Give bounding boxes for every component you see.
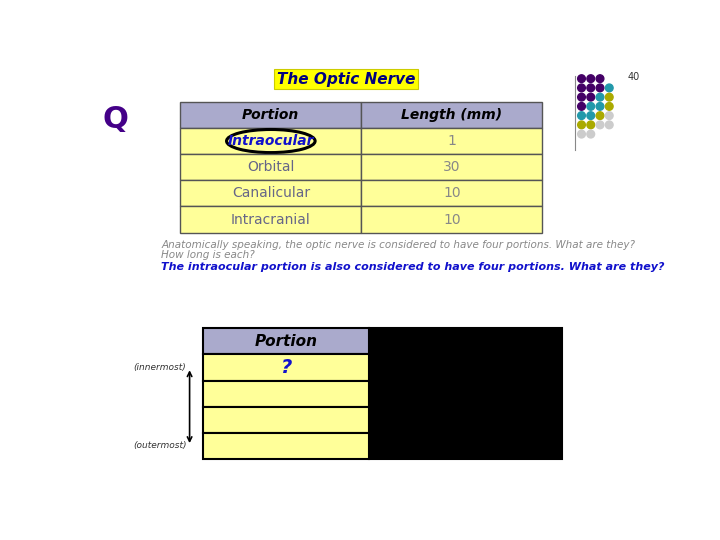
Circle shape [606, 112, 613, 119]
Circle shape [596, 103, 604, 110]
Bar [361, 180, 542, 206]
Text: Intraocular: Intraocular [228, 134, 314, 148]
Text: 10: 10 [443, 213, 461, 227]
Text: Anatomically speaking, the optic nerve is considered to have four portions. What: Anatomically speaking, the optic nerve i… [161, 240, 635, 251]
Circle shape [606, 121, 613, 129]
Circle shape [596, 84, 604, 92]
Circle shape [577, 75, 585, 83]
Bar [361, 128, 542, 154]
Text: 10: 10 [443, 186, 461, 200]
Circle shape [587, 103, 595, 110]
Circle shape [606, 93, 613, 101]
Text: Portion: Portion [242, 108, 300, 122]
Bar [361, 102, 542, 128]
Circle shape [577, 84, 585, 92]
Text: 30: 30 [443, 160, 461, 174]
Circle shape [596, 75, 604, 83]
Circle shape [577, 112, 585, 119]
Text: 1: 1 [447, 134, 456, 148]
Circle shape [587, 112, 595, 119]
Text: ?: ? [281, 358, 292, 377]
Text: Length (mm): Length (mm) [401, 108, 503, 122]
Bar [180, 206, 361, 233]
Text: Canalicular: Canalicular [232, 186, 310, 200]
Bar [204, 354, 369, 381]
Circle shape [577, 103, 585, 110]
Text: (innermost): (innermost) [134, 363, 186, 372]
Bar [204, 433, 369, 459]
Bar [204, 328, 369, 354]
Circle shape [596, 112, 604, 119]
Bar [204, 381, 369, 407]
Bar [180, 180, 361, 206]
Text: 40: 40 [628, 72, 640, 83]
Circle shape [606, 103, 613, 110]
Circle shape [596, 93, 604, 101]
Circle shape [587, 121, 595, 129]
Text: The intraocular portion is also considered to have four portions. What are they?: The intraocular portion is also consider… [161, 262, 665, 272]
Text: Portion: Portion [255, 334, 318, 349]
Circle shape [596, 121, 604, 129]
FancyBboxPatch shape [274, 69, 418, 89]
Text: The Optic Nerve: The Optic Nerve [276, 72, 415, 87]
Circle shape [577, 121, 585, 129]
Bar [180, 102, 361, 128]
Circle shape [587, 130, 595, 138]
Circle shape [587, 84, 595, 92]
Text: (outermost): (outermost) [133, 442, 186, 450]
Text: How long is each?: How long is each? [161, 251, 255, 260]
Text: Intracranial: Intracranial [231, 213, 311, 227]
Bar [180, 128, 361, 154]
Circle shape [606, 84, 613, 92]
Text: Orbital: Orbital [247, 160, 294, 174]
Bar [361, 154, 542, 180]
Circle shape [587, 75, 595, 83]
Bar [180, 154, 361, 180]
Bar [204, 407, 369, 433]
Bar [369, 328, 562, 459]
Text: Q: Q [102, 105, 128, 134]
Circle shape [577, 93, 585, 101]
Circle shape [587, 93, 595, 101]
Circle shape [577, 130, 585, 138]
Bar [361, 206, 542, 233]
